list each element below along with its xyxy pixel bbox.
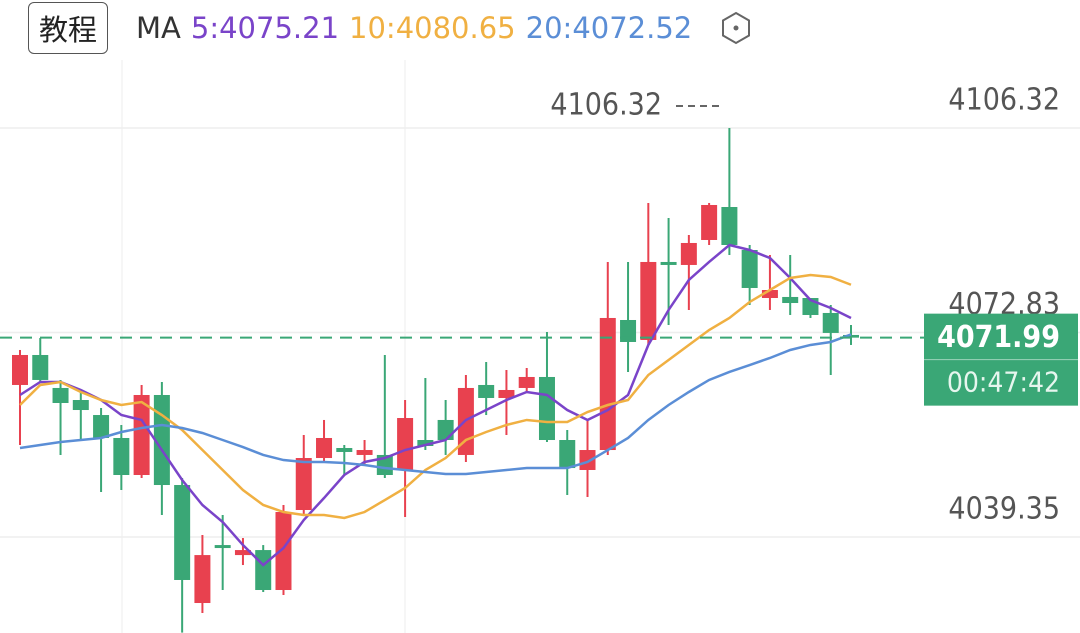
countdown: 00:47:42 [947, 366, 1060, 399]
candle-body [478, 384, 495, 398]
candle-body [822, 312, 839, 333]
candle-body [12, 354, 28, 385]
candle-body [782, 296, 799, 304]
candle-body [72, 400, 89, 411]
legend-item: 5:4075.21 [190, 11, 340, 45]
candle-body [843, 334, 859, 338]
settings-icon[interactable] [716, 8, 756, 48]
legend-item: 20:4072.52 [525, 11, 693, 45]
candle-body [701, 204, 718, 240]
indicator-name: MA [136, 11, 181, 45]
ma-line [19, 273, 852, 520]
candle-body [133, 394, 150, 476]
candle-body [255, 550, 272, 591]
candle-body [579, 450, 596, 470]
candle-body [113, 437, 130, 476]
candle-body [761, 290, 778, 299]
candle-body [620, 319, 637, 342]
candle-body [52, 387, 69, 403]
tutorial-button[interactable]: 教程 [28, 2, 109, 54]
candle-body [234, 550, 251, 556]
y-tick-label: 4106.32 [948, 82, 1060, 117]
candle-body [741, 250, 758, 288]
candle-body [32, 354, 49, 380]
max-label: 4106.32 [550, 87, 662, 122]
last-price-label: 4071.99 [937, 320, 1060, 355]
candle-body [498, 389, 515, 398]
candle-body [518, 376, 535, 388]
candle-body [275, 512, 292, 591]
candle-body [356, 450, 373, 455]
candle-body [660, 261, 677, 265]
candle-body [336, 448, 353, 452]
candle-body [174, 485, 191, 580]
ma-line [19, 243, 852, 567]
candle-body [93, 415, 110, 438]
y-tick-label: 4039.35 [948, 491, 1060, 526]
candle-body [316, 437, 333, 459]
candle-body [437, 419, 454, 441]
candle-body [599, 317, 616, 451]
legend-item: 10:4080.65 [349, 11, 516, 45]
ma-line [19, 333, 852, 476]
candle-body [417, 440, 434, 446]
candle-body [640, 261, 657, 340]
candle-body [194, 555, 211, 604]
candle-body [680, 242, 697, 265]
candle-body [214, 545, 231, 549]
candle-body [397, 418, 414, 470]
candle-body [538, 376, 555, 441]
candle-body [721, 207, 738, 245]
candle-body [559, 440, 576, 469]
header: 教程 MA 5:4075.21 10:4080.65 20:4072.52 [0, 0, 1080, 56]
candle-body [295, 458, 312, 510]
